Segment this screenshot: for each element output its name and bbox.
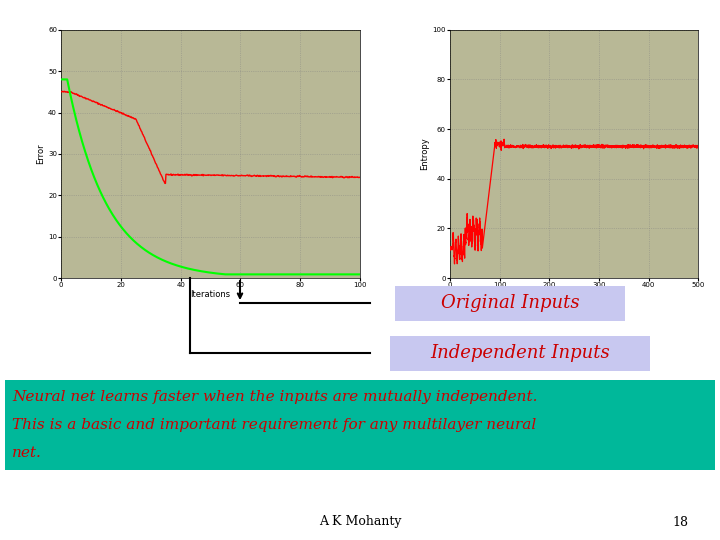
Text: A K Mohanty: A K Mohanty <box>319 516 401 529</box>
Y-axis label: Error: Error <box>36 144 45 164</box>
X-axis label: Iterations: Iterations <box>191 289 230 299</box>
Bar <box>395 286 625 321</box>
Text: net.: net. <box>12 446 42 460</box>
Text: Neural net learns faster when the inputs are mutually independent.: Neural net learns faster when the inputs… <box>12 390 538 404</box>
Text: Original Inputs: Original Inputs <box>441 294 580 312</box>
Text: 18: 18 <box>672 516 688 529</box>
Bar <box>5 380 715 470</box>
Bar <box>390 335 650 370</box>
Y-axis label: Entropy: Entropy <box>420 138 430 170</box>
Text: This is a basic and important requirement for any multilayer neural: This is a basic and important requiremen… <box>12 418 536 432</box>
Text: Independent Inputs: Independent Inputs <box>430 344 610 362</box>
X-axis label: Iterations: Iterations <box>554 289 594 299</box>
